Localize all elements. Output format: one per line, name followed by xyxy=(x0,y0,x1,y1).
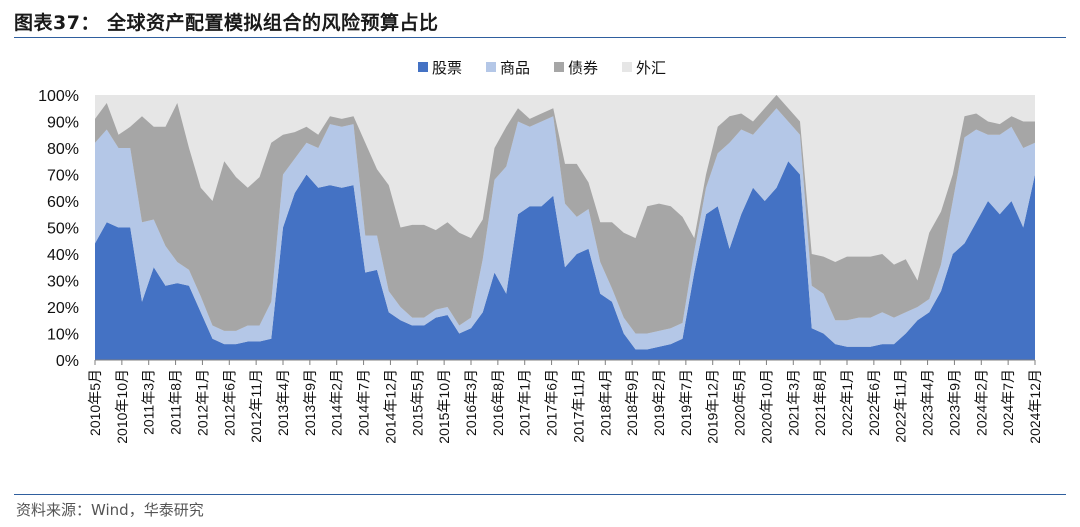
legend-label: 股票 xyxy=(432,59,462,77)
series-area-2 xyxy=(95,108,1035,350)
y-tick-label: 60% xyxy=(47,194,79,211)
x-tick-label: 2021年8月 xyxy=(812,369,828,436)
x-tick-label: 2013年9月 xyxy=(302,369,318,436)
source-note: 资料来源：Wind，华泰研究 xyxy=(16,501,204,519)
legend-swatch xyxy=(418,62,428,72)
y-tick-label: 0% xyxy=(56,353,79,370)
y-tick-label: 20% xyxy=(47,300,79,317)
chart-title: 图表37： 全球资产配置模拟组合的风险预算占比 xyxy=(14,12,439,34)
x-tick-label: 2016年8月 xyxy=(490,369,506,436)
x-tick-label: 2011年8月 xyxy=(168,369,184,435)
y-tick-label: 90% xyxy=(47,115,79,132)
legend-label: 债券 xyxy=(568,59,598,77)
axes: 0% 10% 20% 30% 40% 50% 60% 70% 80% 90% 100% 2010年5月… xyxy=(38,88,1043,444)
x-tick-label: 2019年7月 xyxy=(678,369,694,436)
x-tick-label: 2019年2月 xyxy=(651,369,667,436)
x-tick-label: 2018年9月 xyxy=(624,369,640,436)
x-tick-label: 2010年10月 xyxy=(114,369,130,444)
x-tick-label: 2012年11月 xyxy=(248,369,264,443)
x-tick-label: 2011年3月 xyxy=(141,369,157,435)
y-tick-label: 50% xyxy=(47,221,79,238)
legend-label: 外汇 xyxy=(636,59,666,77)
title-rule xyxy=(14,37,1066,38)
source-rule xyxy=(14,494,1066,495)
x-tick-label: 2014年2月 xyxy=(329,369,345,436)
y-tick-label: 70% xyxy=(47,168,79,185)
x-tick-label: 2020年5月 xyxy=(732,369,748,436)
x-tick-label: 2019年12月 xyxy=(705,369,721,444)
series-area-1 xyxy=(95,161,1035,360)
x-tick-label: 2023年9月 xyxy=(946,369,962,436)
legend-swatch xyxy=(622,62,632,72)
x-tick-label: 2015年10月 xyxy=(436,369,452,444)
y-tick-label: 40% xyxy=(47,247,79,264)
x-tick-label: 2012年6月 xyxy=(221,369,237,436)
x-tick-label: 2024年7月 xyxy=(1000,369,1016,436)
x-tick-label: 2022年6月 xyxy=(866,369,882,436)
y-tick-label: 100% xyxy=(38,88,79,105)
x-tick-label: 2024年2月 xyxy=(973,369,989,436)
plot-area xyxy=(95,95,1035,360)
legend-label: 商品 xyxy=(500,59,530,77)
x-tick-label: 2024年12月 xyxy=(1027,369,1043,444)
x-tick-label: 2016年3月 xyxy=(463,369,479,436)
x-tick-label: 2010年5月 xyxy=(87,369,103,436)
x-tick-label: 2017年1月 xyxy=(517,369,533,436)
legend-swatch xyxy=(554,62,564,72)
y-tick-label: 80% xyxy=(47,141,79,158)
x-tick-label: 2014年12月 xyxy=(382,369,398,444)
x-tick-label: 2018年4月 xyxy=(597,369,613,436)
x-tick-label: 2023年4月 xyxy=(920,369,936,436)
y-tick-label: 10% xyxy=(47,327,79,344)
x-tick-label: 2022年11月 xyxy=(893,369,909,443)
x-tick-label: 2012年1月 xyxy=(194,369,210,436)
legend: 股票 商品 债券 外汇 xyxy=(418,59,666,77)
y-tick-label: 30% xyxy=(47,274,79,291)
legend-swatch xyxy=(486,62,496,72)
x-tick-label: 2017年6月 xyxy=(544,369,560,436)
x-tick-label: 2017年11月 xyxy=(570,369,586,443)
x-tick-label: 2021年3月 xyxy=(785,369,801,436)
x-tick-label: 2022年1月 xyxy=(839,369,855,436)
x-tick-label: 2020年10月 xyxy=(758,369,774,444)
x-tick-label: 2015年5月 xyxy=(409,369,425,436)
x-tick-label: 2013年4月 xyxy=(275,369,291,436)
x-tick-label: 2014年7月 xyxy=(356,369,372,436)
